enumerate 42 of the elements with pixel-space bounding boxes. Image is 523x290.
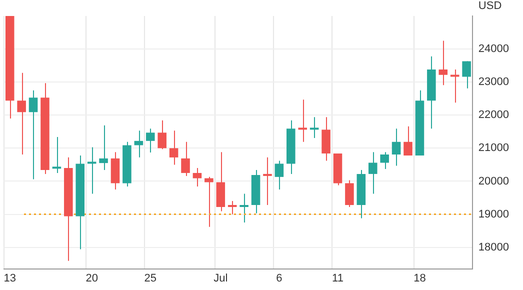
candlestick: [404, 126, 412, 156]
candlestick: [192, 168, 202, 188]
x-tick-label: 25: [144, 272, 157, 284]
candlestick: [322, 116, 330, 162]
y-tick-label: 21000: [478, 142, 510, 154]
candlestick: [368, 152, 378, 194]
y-tick-label: 22000: [478, 109, 510, 122]
y-axis-title: USD: [478, 0, 502, 12]
x-tick-label: 6: [276, 272, 282, 284]
candlestick: [263, 156, 272, 206]
candlestick: [345, 180, 354, 208]
candlestick: [228, 200, 237, 215]
y-tick-label: 19000: [478, 208, 510, 220]
candlestick: [310, 116, 319, 138]
candlestick: [274, 160, 284, 190]
y-tick-label: 24000: [478, 43, 510, 56]
candlestick: [462, 60, 471, 89]
candlestick: [392, 128, 401, 166]
candlestick: [87, 146, 96, 194]
x-tick-label: 13: [4, 272, 16, 284]
candlestick: [438, 40, 448, 86]
x-tick-label: 20: [86, 272, 98, 284]
y-tick-label: 18000: [478, 241, 510, 254]
y-tick-label: 23000: [478, 76, 510, 88]
x-tick-label: Jul: [214, 272, 228, 284]
candlestick: [240, 193, 248, 224]
candlestick: [169, 130, 178, 166]
candlestick: [134, 130, 144, 158]
candlestick: [204, 176, 214, 228]
candlestick: [158, 120, 166, 150]
candlestick: [99, 124, 108, 170]
candlestick: [298, 99, 308, 142]
y-tick-label: 20000: [478, 175, 510, 188]
candlestick: [28, 90, 38, 180]
candlestick: [52, 136, 62, 174]
x-tick-label: 11: [332, 272, 344, 284]
candlestick: [146, 128, 155, 153]
candlestick: [380, 152, 389, 170]
x-tick-label: 18: [414, 272, 426, 284]
candlestick: [181, 141, 190, 176]
candlestick: [17, 72, 26, 155]
candlestick: [450, 69, 460, 104]
